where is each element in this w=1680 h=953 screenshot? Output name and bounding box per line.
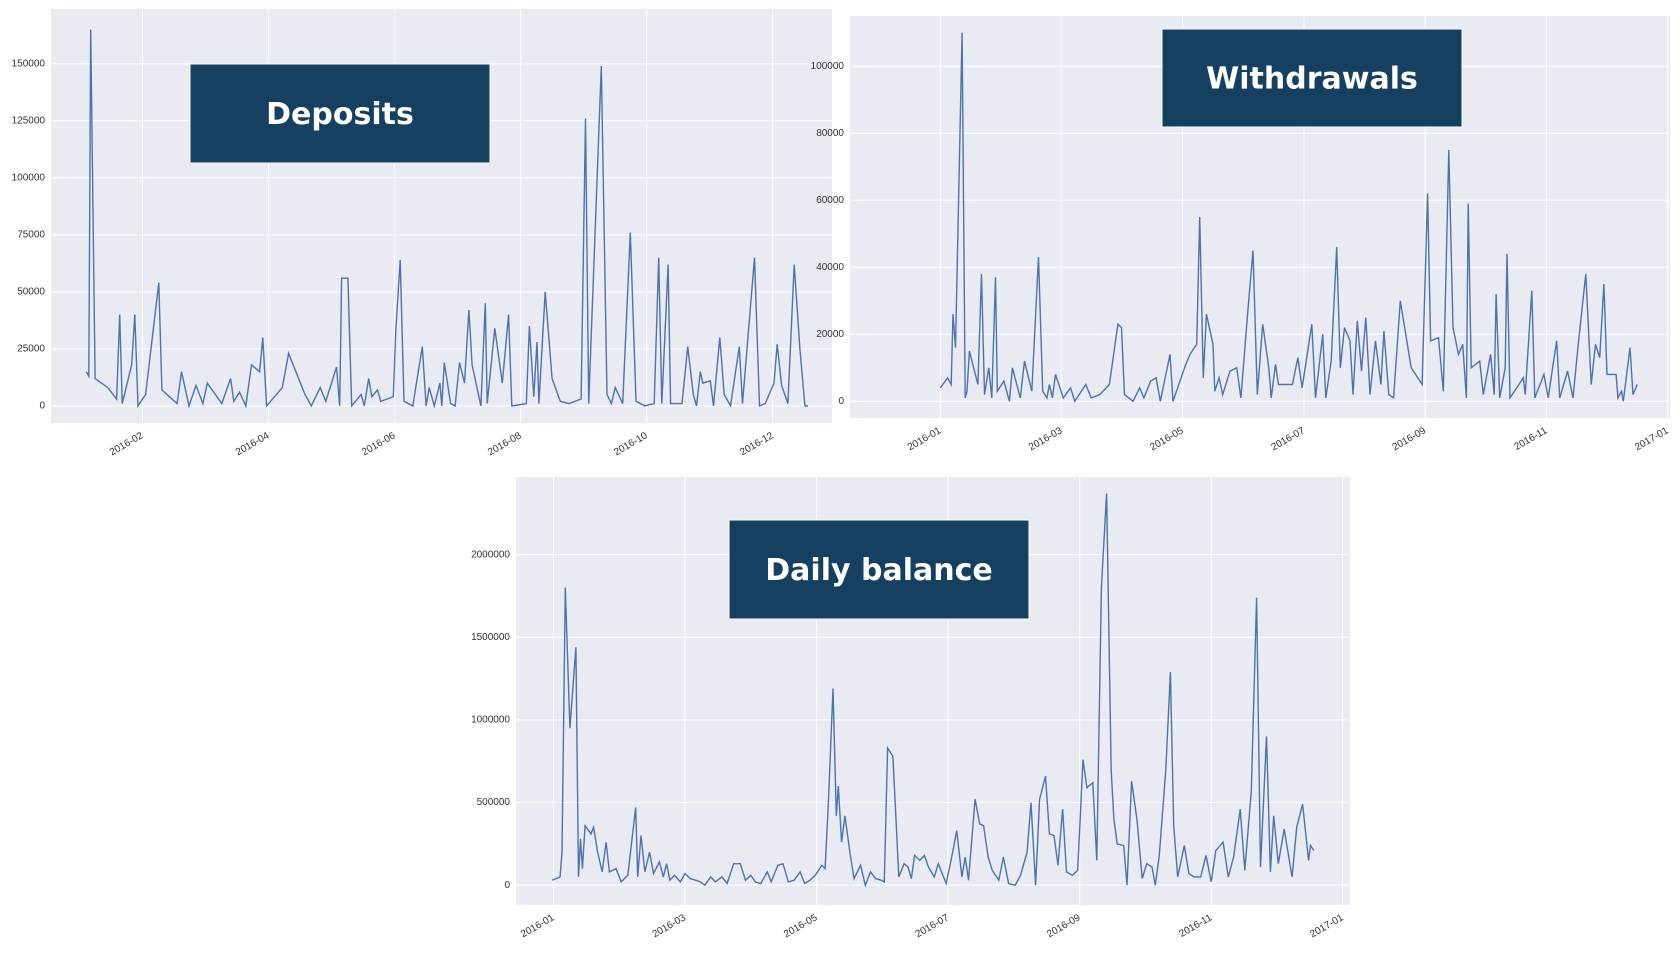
y-tick-label: 100000: [811, 61, 845, 72]
y-tick-label: 0: [838, 396, 844, 407]
x-tick-label: 2016-12: [738, 430, 776, 458]
title-box: [728, 519, 1030, 620]
x-tick-label: 2016-01: [906, 425, 944, 453]
x-tick-label: 2016-07: [914, 912, 952, 940]
data-line: [939, 32, 1638, 403]
data-line: [85, 29, 808, 409]
x-tick-label: 2016-05: [782, 912, 820, 940]
x-tick-label: 2017-01: [1308, 912, 1346, 940]
x-tick-label: 2016-10: [612, 430, 650, 458]
y-tick-label: 1000000: [471, 715, 510, 726]
chart: 0 500000 1000000 1500000 2000000 2016-01 2016-…: [471, 477, 1350, 940]
y-tick-label: 25000: [17, 344, 45, 355]
x-tick-label: 2016-01: [519, 912, 557, 940]
y-tick-label: 60000: [816, 195, 844, 206]
title-box: [189, 63, 491, 164]
x-tick-label: 2016-11: [1177, 912, 1214, 940]
x-tick-label: 2016-09: [1045, 912, 1083, 940]
chart-title: Daily balance: [765, 553, 992, 588]
y-tick-label: 0: [39, 401, 45, 412]
chart: 0 20000 40000 60000 80000 100000 2016-01 2016-0…: [811, 16, 1671, 453]
chart: 0 25000 50000 75000 100000 125000 150000 2016-0…: [12, 9, 832, 458]
x-tick-label: 2016-02: [108, 430, 146, 458]
y-tick-label: 100000: [12, 172, 46, 183]
x-tick-label: 2016-05: [1148, 425, 1186, 453]
y-tick-label: 75000: [17, 229, 45, 240]
x-tick-label: 2016-03: [651, 912, 689, 940]
y-tick-label: 125000: [12, 115, 46, 126]
y-tick-label: 1500000: [471, 632, 510, 643]
y-tick-label: 80000: [816, 128, 844, 139]
chart-title: Withdrawals: [1206, 62, 1418, 97]
y-tick-label: 40000: [816, 262, 844, 273]
y-tick-label: 20000: [816, 329, 844, 340]
x-tick-label: 2017-01: [1633, 425, 1671, 453]
chart-title: Deposits: [266, 97, 414, 132]
data-line: [551, 493, 1315, 888]
y-tick-label: 50000: [17, 286, 45, 297]
y-tick-label: 500000: [477, 797, 511, 808]
y-tick-label: 2000000: [471, 549, 510, 560]
x-tick-label: 2016-04: [234, 430, 272, 458]
y-tick-label: 0: [504, 880, 510, 891]
y-tick-label: 150000: [12, 58, 46, 69]
x-tick-label: 2016-09: [1391, 425, 1429, 453]
x-tick-label: 2016-08: [486, 430, 524, 458]
x-tick-label: 2016-06: [360, 430, 398, 458]
x-tick-label: 2016-07: [1269, 425, 1307, 453]
x-tick-label: 2016-03: [1027, 425, 1065, 453]
x-tick-label: 2016-11: [1513, 425, 1550, 453]
title-box: [1161, 28, 1463, 128]
